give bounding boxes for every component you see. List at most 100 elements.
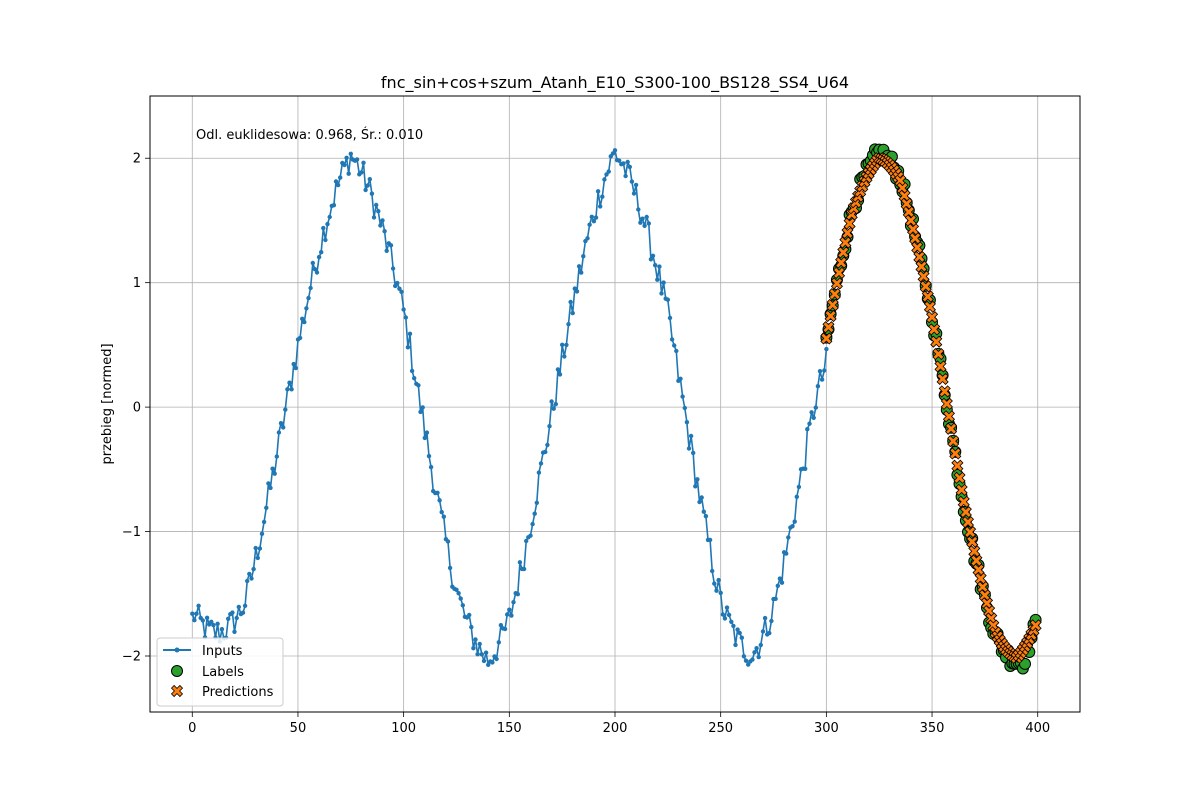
inputs-point — [234, 615, 239, 621]
predictions-point — [955, 483, 968, 496]
inputs-point — [483, 650, 489, 655]
inputs-point — [310, 260, 315, 266]
predictions-point — [942, 410, 956, 423]
inputs-point — [667, 315, 673, 321]
inputs-point — [720, 612, 725, 617]
inputs-point — [758, 642, 763, 648]
inputs-point — [505, 612, 510, 617]
predictions-point — [824, 309, 837, 323]
inputs-point — [729, 619, 734, 624]
inputs-point — [401, 307, 406, 312]
inputs-point — [707, 537, 713, 543]
inputs-point — [380, 218, 385, 223]
legend-labels-circle-icon — [171, 665, 183, 677]
inputs-point — [735, 627, 740, 632]
inputs-point — [441, 514, 446, 519]
legend-predictions-x-icon — [170, 684, 184, 698]
inputs-point — [437, 498, 442, 503]
inputs-point — [407, 331, 413, 336]
inputs-point — [743, 658, 749, 663]
inputs-point — [399, 289, 404, 294]
y-tick-label: 1 — [133, 276, 141, 291]
inputs-point — [737, 630, 742, 636]
inputs-point — [281, 425, 286, 430]
inputs-point — [627, 164, 632, 170]
inputs-point — [306, 295, 311, 301]
y-axis-label: przebieg [normed] — [100, 343, 115, 464]
inputs-point — [528, 533, 533, 538]
predictions-point — [1029, 619, 1042, 632]
inputs-point — [741, 654, 747, 659]
inputs-point — [247, 571, 252, 577]
inputs-point — [264, 505, 269, 510]
predictions-point — [945, 422, 958, 435]
y-tick-label: 0 — [133, 401, 141, 416]
inputs-point — [236, 604, 241, 610]
predictions-point — [961, 516, 975, 529]
inputs-point — [371, 215, 377, 220]
inputs-point — [819, 377, 825, 382]
inputs-point — [697, 499, 702, 505]
inputs-point — [784, 551, 789, 556]
inputs-point — [397, 286, 402, 291]
inputs-point — [640, 216, 645, 221]
inputs-point — [672, 343, 677, 348]
inputs-point — [405, 345, 411, 350]
inputs-point — [576, 264, 582, 269]
inputs-point — [321, 225, 326, 231]
inputs-point — [598, 204, 603, 209]
inputs-point — [346, 171, 351, 176]
predictions-point — [839, 236, 852, 249]
predictions-point — [911, 241, 924, 254]
inputs-point — [268, 485, 273, 491]
x-tick-label: 200 — [603, 721, 628, 736]
inputs-point — [291, 361, 296, 367]
inputs-point — [344, 155, 349, 160]
inputs-point — [803, 466, 808, 471]
inputs-point — [796, 484, 802, 490]
inputs-point — [714, 588, 719, 593]
grid — [150, 96, 1080, 712]
predictions-point — [917, 270, 930, 283]
inputs-point — [192, 618, 197, 623]
inputs-point — [612, 148, 618, 153]
inputs-point — [534, 500, 539, 505]
predictions-point — [919, 280, 932, 293]
inputs-point — [409, 368, 415, 374]
predictions-point — [921, 290, 934, 303]
inputs-point — [773, 596, 778, 601]
inputs-point — [369, 191, 375, 196]
predictions-point — [966, 535, 979, 548]
inputs-point — [684, 420, 690, 425]
inputs-point — [363, 187, 368, 193]
axis-ticks: 0 50 100 150 200 250 300 350 400 −2 −1 0 1 2 — [122, 152, 1050, 736]
inputs-point — [304, 306, 309, 311]
inputs-point — [416, 383, 421, 388]
inputs-point — [678, 376, 683, 381]
inputs-point — [659, 291, 664, 296]
inputs-point — [507, 607, 512, 612]
inputs-point — [657, 264, 662, 269]
inputs-point — [786, 535, 791, 540]
inputs-point — [261, 519, 267, 525]
inputs-point — [807, 421, 812, 426]
inputs-point — [545, 442, 550, 448]
chart-title: fnc_sin+cos+szum_Atanh_E10_S300-100_BS12… — [381, 73, 849, 93]
inputs-point — [722, 616, 728, 621]
inputs-point — [323, 237, 328, 243]
inputs-point — [716, 577, 721, 583]
inputs-point — [226, 616, 231, 621]
inputs-point — [610, 151, 616, 156]
inputs-point — [591, 219, 597, 224]
inputs-point — [196, 603, 201, 608]
inputs-point — [756, 654, 761, 660]
inputs-point — [691, 450, 696, 456]
inputs-point — [570, 310, 575, 316]
inputs-point — [240, 610, 246, 615]
inputs-point — [308, 285, 313, 291]
predictions-point — [949, 447, 962, 460]
inputs-point — [669, 337, 675, 342]
inputs-point — [674, 348, 679, 354]
inputs-point — [374, 202, 379, 208]
inputs-point — [300, 316, 305, 321]
